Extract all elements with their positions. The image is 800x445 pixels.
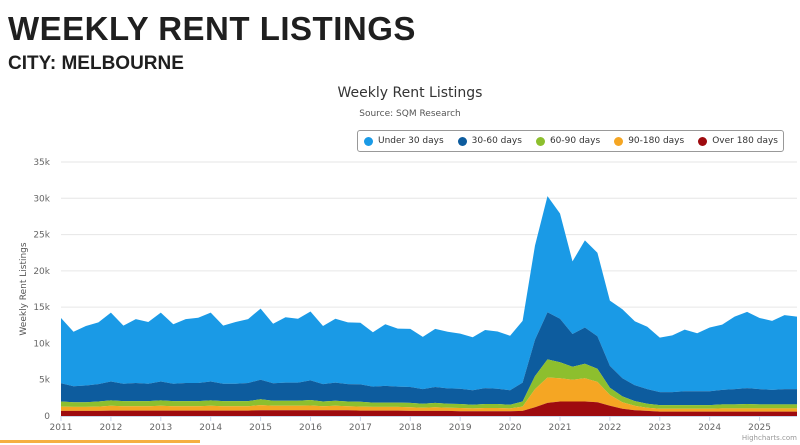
legend-item-60-90-days[interactable]: 60-90 days	[535, 136, 601, 146]
x-tick-label: 2012	[99, 423, 122, 433]
x-tick-label: 2020	[499, 423, 522, 433]
y-axis-label: Weekly Rent Listings	[19, 242, 29, 335]
y-tick-label: 20k	[33, 267, 50, 277]
legend-item-over-180-days[interactable]: Over 180 days	[698, 136, 778, 146]
credit-label: Highcharts.com	[742, 434, 797, 442]
page-title: WEEKLY RENT LISTINGS	[8, 10, 416, 47]
y-tick-label: 0	[44, 412, 50, 422]
x-tick-label: 2019	[449, 423, 472, 433]
x-tick-label: 2018	[399, 423, 422, 433]
y-tick-label: 25k	[33, 231, 50, 241]
x-tick-label: 2014	[199, 423, 222, 433]
legend-marker-icon	[614, 136, 624, 146]
y-tick-label: 5k	[39, 376, 51, 386]
area-over-180-days	[61, 401, 797, 416]
legend-item-30-60-days[interactable]: 30-60 days	[457, 136, 522, 146]
x-tick-label: 2015	[249, 423, 272, 433]
x-tick-label: 2025	[748, 423, 771, 433]
y-tick-label: 35k	[33, 158, 50, 168]
page-subtitle: CITY: MELBOURNE	[8, 53, 184, 74]
y-tick-label: 10k	[33, 339, 50, 349]
y-tick-label: 30k	[33, 194, 50, 204]
area-90-180-days	[61, 377, 797, 412]
area-30-60-days	[61, 312, 797, 406]
chart-title: Weekly Rent Listings	[337, 85, 483, 101]
x-tick-label: 2022	[598, 423, 621, 433]
legend-marker-icon	[457, 136, 467, 146]
legend-item-under-30-days[interactable]: Under 30 days	[364, 136, 444, 146]
legend-marker-icon	[364, 136, 373, 146]
x-tick-label: 2016	[299, 423, 322, 433]
area-under-30-days	[61, 196, 797, 393]
accent-bar	[0, 440, 200, 443]
x-tick-label: 2013	[149, 423, 172, 433]
x-tick-label: 2011	[50, 423, 73, 433]
legend-marker-icon	[535, 136, 545, 146]
x-tick-label: 2021	[549, 423, 572, 433]
legend-marker-icon	[698, 136, 708, 146]
chart-subtitle: Source: SQM Research	[359, 109, 461, 119]
chart-legend: Under 30 days 30-60 days 60-90 days 90-1…	[357, 130, 784, 152]
legend-label: Under 30 days	[378, 136, 444, 146]
legend-label: 90-180 days	[628, 136, 685, 146]
x-tick-label: 2024	[698, 423, 721, 433]
x-tick-label: 2023	[648, 423, 671, 433]
legend-label: 60-90 days	[549, 136, 601, 146]
legend-label: Over 180 days	[712, 136, 778, 146]
area-60-90-days	[61, 359, 797, 409]
y-tick-label: 15k	[33, 303, 50, 313]
legend-item-90-180-days[interactable]: 90-180 days	[614, 136, 684, 146]
legend-label: 30-60 days	[471, 136, 522, 146]
x-tick-label: 2017	[349, 423, 372, 433]
